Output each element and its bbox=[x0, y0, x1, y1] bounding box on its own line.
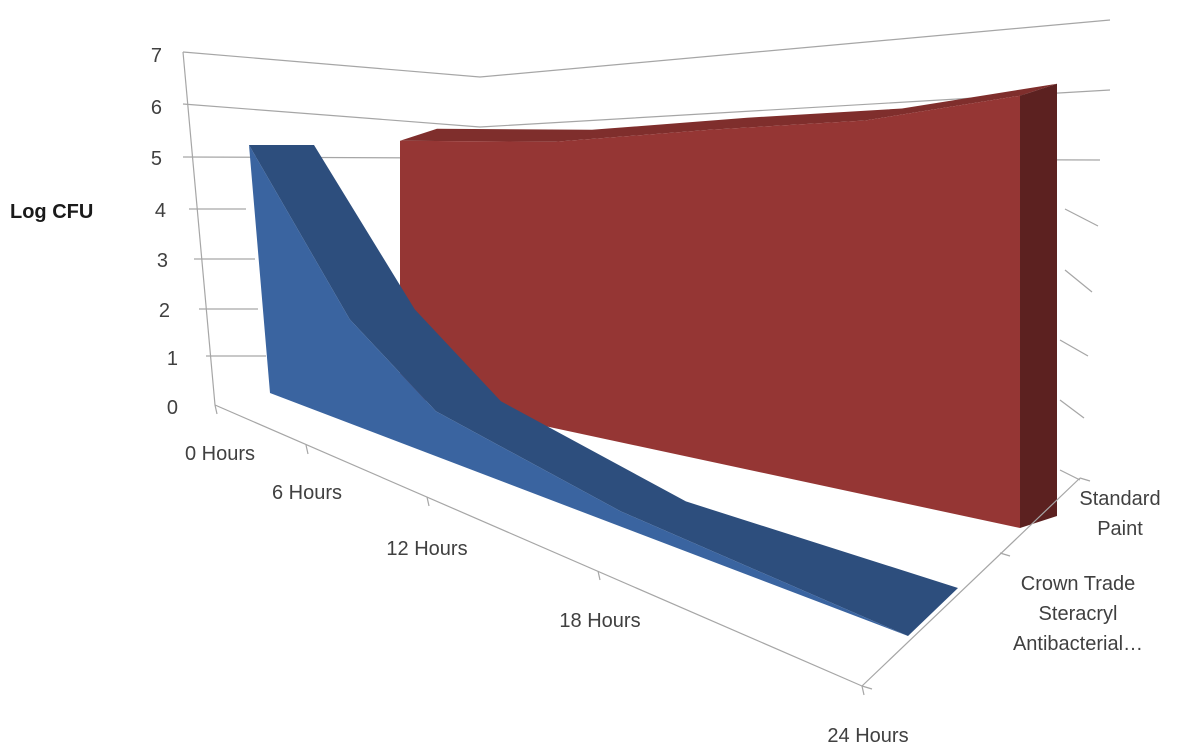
gridline-3b bbox=[1065, 270, 1092, 292]
series-layer bbox=[249, 84, 1057, 636]
gridline-4b bbox=[1065, 209, 1098, 226]
depth-label: Standard bbox=[1079, 488, 1160, 510]
y-tick-label: 4 bbox=[155, 200, 166, 222]
y-tick-label: 5 bbox=[151, 148, 162, 170]
x-tick bbox=[862, 686, 864, 695]
depth-tick bbox=[1080, 478, 1090, 481]
y-tick-label: 0 bbox=[167, 397, 178, 419]
depth-label: Antibacterial… bbox=[1013, 633, 1143, 655]
gridline-1b bbox=[1060, 400, 1084, 418]
y-tick-label: 7 bbox=[151, 45, 162, 67]
x-tick bbox=[306, 445, 308, 454]
depth-label: Paint bbox=[1097, 518, 1143, 540]
x-tick-label: 18 Hours bbox=[559, 610, 640, 632]
gridline-0b bbox=[1060, 470, 1080, 480]
x-tick-label: 24 Hours bbox=[827, 725, 908, 745]
x-tick-label: 0 Hours bbox=[185, 443, 255, 465]
y-tick-labels: 0 1 2 3 4 5 6 7 bbox=[151, 45, 178, 419]
gridline-7 bbox=[183, 20, 1110, 77]
y-tick-label: 1 bbox=[167, 348, 178, 370]
x-tick-label: 6 Hours bbox=[272, 482, 342, 504]
series-2-side bbox=[1020, 84, 1057, 528]
gridline-2b bbox=[1060, 340, 1088, 356]
y-tick-label: 2 bbox=[159, 300, 170, 322]
depth-tick bbox=[862, 686, 872, 689]
y-tick-label: 3 bbox=[157, 250, 168, 272]
depth-label: Steracryl bbox=[1039, 603, 1118, 625]
depth-tick bbox=[1000, 553, 1010, 556]
x-tick-label: 12 Hours bbox=[386, 538, 467, 560]
depth-label: Crown Trade bbox=[1021, 573, 1136, 595]
y-axis-title: Log CFU bbox=[10, 201, 93, 223]
y-tick-label: 6 bbox=[151, 97, 162, 119]
